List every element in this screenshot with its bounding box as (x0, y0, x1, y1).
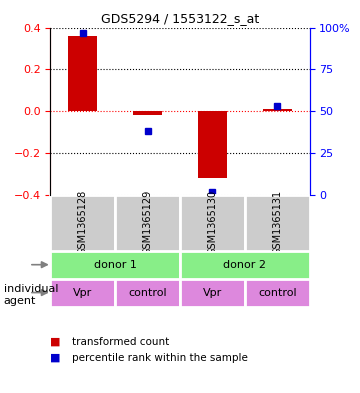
Text: control: control (258, 288, 297, 298)
Text: GSM1365128: GSM1365128 (78, 190, 88, 255)
Bar (50, 251, 180, 279)
Bar (245, 195, 310, 251)
Text: individual: individual (4, 284, 58, 294)
Bar (198, 111, 227, 178)
Text: Vpr: Vpr (73, 288, 93, 298)
Text: transformed count: transformed count (72, 337, 169, 347)
Bar (180, 251, 310, 279)
Bar (263, 109, 292, 111)
Bar (180, 195, 245, 251)
Bar (68, 36, 98, 111)
Bar (115, 195, 180, 251)
Text: ■: ■ (50, 353, 61, 363)
Text: donor 1: donor 1 (94, 260, 137, 270)
Title: GDS5294 / 1553122_s_at: GDS5294 / 1553122_s_at (101, 12, 259, 25)
Bar (245, 279, 310, 307)
Bar (50, 195, 115, 251)
Text: percentile rank within the sample: percentile rank within the sample (72, 353, 248, 363)
Bar (115, 279, 180, 307)
Text: GSM1365129: GSM1365129 (143, 190, 153, 255)
Text: agent: agent (4, 296, 36, 306)
Bar (133, 111, 162, 116)
Text: control: control (128, 288, 167, 298)
Bar (50, 279, 115, 307)
Text: ■: ■ (50, 337, 61, 347)
Text: donor 2: donor 2 (223, 260, 266, 270)
Text: GSM1365131: GSM1365131 (272, 190, 282, 255)
Text: Vpr: Vpr (203, 288, 222, 298)
Text: GSM1365130: GSM1365130 (207, 190, 217, 255)
Bar (180, 279, 245, 307)
